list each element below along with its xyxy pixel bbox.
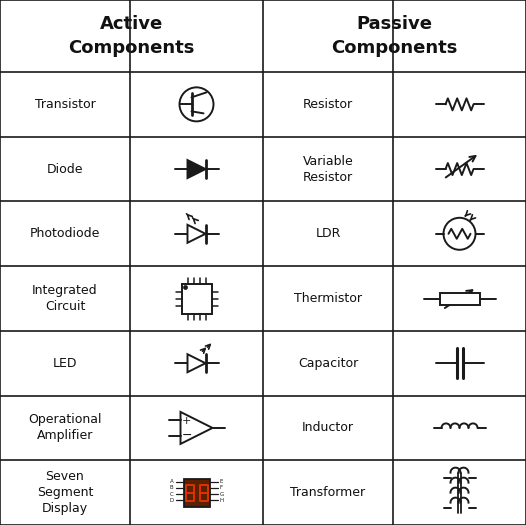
Text: C: C [170,491,174,497]
Text: Capacitor: Capacitor [298,356,358,370]
Text: G: G [219,491,224,497]
Bar [440,292,480,304]
Circle shape [179,87,214,121]
Bar [181,284,211,313]
Bar [184,479,209,507]
Text: +: + [182,416,191,426]
Text: Passive
Components: Passive Components [331,15,458,57]
Text: Thermistor: Thermistor [294,292,362,305]
Text: Photodiode: Photodiode [30,227,100,240]
Text: Inductor: Inductor [302,422,354,434]
Text: LDR: LDR [315,227,341,240]
Text: F: F [219,486,222,490]
Text: Seven
Segment
Display: Seven Segment Display [37,470,93,515]
Polygon shape [187,225,206,243]
Text: Variable
Resistor: Variable Resistor [302,154,353,184]
Text: LED: LED [53,356,77,370]
Text: Operational
Amplifier: Operational Amplifier [28,413,102,443]
Text: Active
Components: Active Components [68,15,195,57]
Text: Transformer: Transformer [290,486,366,499]
Polygon shape [187,354,206,372]
Text: Diode: Diode [47,163,83,175]
Text: Resistor: Resistor [303,98,353,111]
Text: H: H [219,498,224,503]
Text: B: B [170,486,174,490]
Polygon shape [180,412,213,444]
Polygon shape [187,160,206,178]
Text: Transistor: Transistor [35,98,95,111]
Circle shape [443,218,476,250]
Text: Integrated
Circuit: Integrated Circuit [32,284,98,313]
Text: A: A [170,479,174,484]
Text: E: E [219,479,223,484]
Text: D: D [169,498,174,503]
Circle shape [184,286,187,289]
Text: −: − [181,428,192,442]
